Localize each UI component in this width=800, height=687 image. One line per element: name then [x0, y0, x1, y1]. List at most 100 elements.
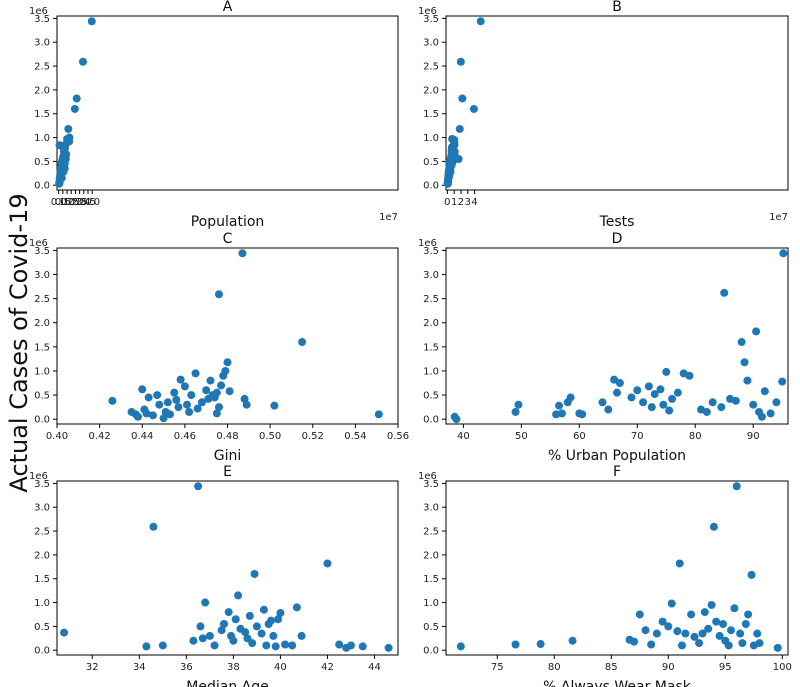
scatter-point [740, 358, 749, 367]
y-tick-label: 3.0 [34, 503, 50, 514]
scatter-point [659, 400, 668, 409]
y-tick-label: 2.0 [423, 85, 439, 96]
y-tick-label: 2.5 [34, 62, 50, 73]
scatter-point [72, 94, 81, 103]
scatter-point [652, 629, 661, 638]
y-tick-label: 1.5 [423, 342, 439, 353]
scatter-point [335, 640, 344, 649]
scatter-point [193, 404, 202, 413]
y-tick-label: 2.0 [423, 318, 439, 329]
scatter-point [658, 617, 667, 626]
scatter-point [205, 631, 214, 640]
scatter-point [172, 395, 181, 404]
scatter-point [681, 629, 690, 638]
scatter-point [511, 407, 520, 416]
scatter-point [719, 620, 728, 629]
scatter-point [647, 403, 656, 412]
panel-title: B [612, 0, 622, 15]
scatter-point [738, 639, 747, 648]
scatter-point [62, 150, 71, 159]
x-tick-label: 0.52 [302, 431, 324, 442]
scatter-point [374, 410, 383, 419]
scatter-point [700, 608, 709, 617]
scatter-point [635, 610, 644, 619]
x-tick-label: 3.5 [80, 197, 96, 208]
scatter-point [298, 338, 307, 347]
y-tick-label: 3.5 [423, 479, 439, 490]
panel-title: D [612, 231, 623, 247]
scatter-point [155, 400, 164, 409]
scatter-point [281, 640, 290, 649]
scatter-point [65, 133, 74, 142]
scatter-point [604, 405, 613, 414]
scatter-point [578, 410, 587, 419]
scatter-point [262, 641, 271, 650]
x-tick-label: 0.40 [46, 431, 68, 442]
y-tick-label: 2.5 [34, 294, 50, 305]
scatter-point [779, 249, 788, 258]
x-tick-label: 40 [457, 431, 470, 442]
scatter-point [450, 140, 459, 149]
x-tick-label: 0.54 [344, 431, 366, 442]
scatter-point [737, 338, 746, 347]
scatter-point [252, 622, 261, 631]
y-tick-label: 0.0 [423, 181, 439, 192]
scatter-point [196, 622, 205, 631]
scatter-point [189, 636, 198, 645]
panel-a: A0.00.51.01.52.02.53.03.54.00.00.51.01.5… [29, 0, 399, 230]
y-tick-label: 3.5 [423, 14, 439, 25]
scatter-point [656, 385, 665, 394]
scatter-point [60, 159, 69, 168]
scatter-point [197, 398, 206, 407]
scatter-point [176, 375, 185, 384]
x-tick-label: 2.5 [72, 197, 88, 208]
scatter-point [724, 641, 733, 650]
scatter-point [165, 410, 174, 419]
scatter-point [664, 622, 673, 631]
x-tick-label: 80 [689, 431, 702, 442]
scatter-point [159, 414, 168, 423]
x-tick-label: 3.0 [76, 197, 92, 208]
scatter-point [87, 17, 96, 26]
x-tick-label: 3 [465, 197, 471, 208]
x-tick-label: 0.0 [51, 197, 67, 208]
y-tick-label: 3.5 [423, 246, 439, 257]
scatter-point [267, 616, 276, 625]
scatter-point [223, 358, 232, 367]
scatter-point [210, 641, 219, 650]
y-tick-label: 0.5 [423, 157, 439, 168]
scatter-point [276, 609, 285, 618]
scatter-point [704, 624, 713, 633]
x-tick-label: 0.56 [387, 431, 409, 442]
scatter-point [454, 155, 463, 164]
scatter-point [212, 388, 221, 397]
y-multiplier-label: 1e6 [29, 471, 48, 482]
panel-d: D 40 50 60 70 80 90 0.0 0.5 1.0 1.5 2.0 2.5 3.0 3.51e6… [418, 231, 789, 464]
scatter-point [108, 396, 117, 405]
scatter-point [174, 403, 183, 412]
y-tick-label: 2.5 [34, 527, 50, 538]
scatter-point [64, 124, 73, 133]
y-tick-label: 1.5 [34, 342, 50, 353]
scatter-point [212, 409, 221, 418]
scatter-point [180, 382, 189, 391]
scatter-point [773, 643, 782, 652]
x-multiplier-label: 1e7 [769, 212, 788, 223]
scatter-point [456, 642, 465, 651]
x-tick-label: 1 [451, 197, 457, 208]
scatter-point [778, 377, 787, 386]
scatter-point [225, 387, 234, 396]
scatter-point [741, 620, 750, 629]
scatter-point [201, 598, 210, 607]
scatter-point [219, 620, 228, 629]
x-axis-label: Median Age [186, 679, 268, 687]
y-tick-label: 1.5 [423, 574, 439, 585]
y-multiplier-label: 1e6 [29, 238, 48, 249]
scatter-point [709, 522, 718, 531]
scatter-point [270, 401, 279, 410]
scatter-point [59, 167, 68, 176]
y-tick-label: 1.5 [34, 574, 50, 585]
x-tick-label: 50 [515, 431, 528, 442]
